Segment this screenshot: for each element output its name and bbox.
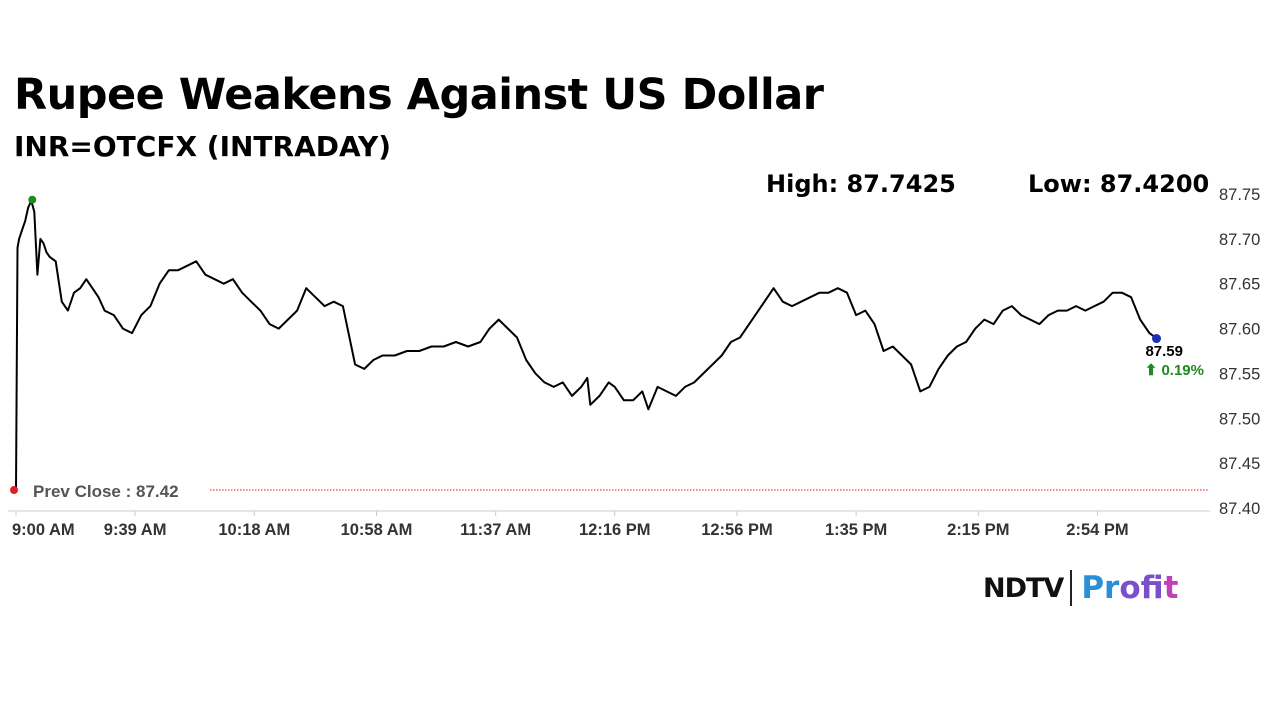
x-tick-label: 10:58 AM [341, 521, 413, 539]
logo-divider [1070, 570, 1073, 606]
x-tick-label: 12:56 PM [701, 521, 773, 539]
logo-profit-text: Profit [1081, 570, 1179, 606]
change-percent-label: ⬆ 0.19% [1145, 362, 1204, 379]
last-price-marker [1152, 334, 1162, 344]
logo-ndtv-text: NDTV [983, 572, 1064, 604]
high-point-marker [28, 195, 37, 204]
x-tick-label: 10:18 AM [218, 521, 290, 539]
last-price-label: 87.59 [1145, 343, 1183, 360]
x-tick-label: 12:16 PM [579, 521, 651, 539]
y-tick-label: 87.70 [1219, 231, 1260, 249]
ndtv-profit-logo: NDTV Profit [983, 568, 1178, 608]
y-tick-label: 87.65 [1219, 276, 1260, 294]
chart-title: Rupee Weakens Against US Dollar [14, 70, 824, 120]
x-tick-label: 9:39 AM [104, 521, 167, 539]
low-label: Low: 87.4200 [1028, 170, 1210, 198]
y-tick-label: 87.55 [1219, 365, 1260, 383]
y-tick-label: 87.50 [1219, 410, 1260, 428]
prev-close-marker [10, 486, 18, 495]
x-tick-label: 2:15 PM [947, 521, 1009, 539]
x-tick-label: 2:54 PM [1066, 521, 1128, 539]
x-tick-label: 1:35 PM [825, 521, 887, 539]
price-series-line [15, 199, 1157, 491]
high-label: High: 87.7425 [766, 170, 956, 198]
y-tick-label: 87.60 [1219, 321, 1260, 339]
x-tick-label: 9:00 AM [12, 521, 75, 539]
prev-close-label: Prev Close : 87.42 [33, 482, 179, 501]
x-tick-label: 11:37 AM [460, 521, 531, 539]
y-tick-label: 87.75 [1219, 186, 1260, 204]
y-tick-label: 87.40 [1219, 500, 1260, 518]
chart-subtitle: INR=OTCFX (INTRADAY) [14, 130, 392, 163]
y-tick-label: 87.45 [1219, 455, 1260, 473]
